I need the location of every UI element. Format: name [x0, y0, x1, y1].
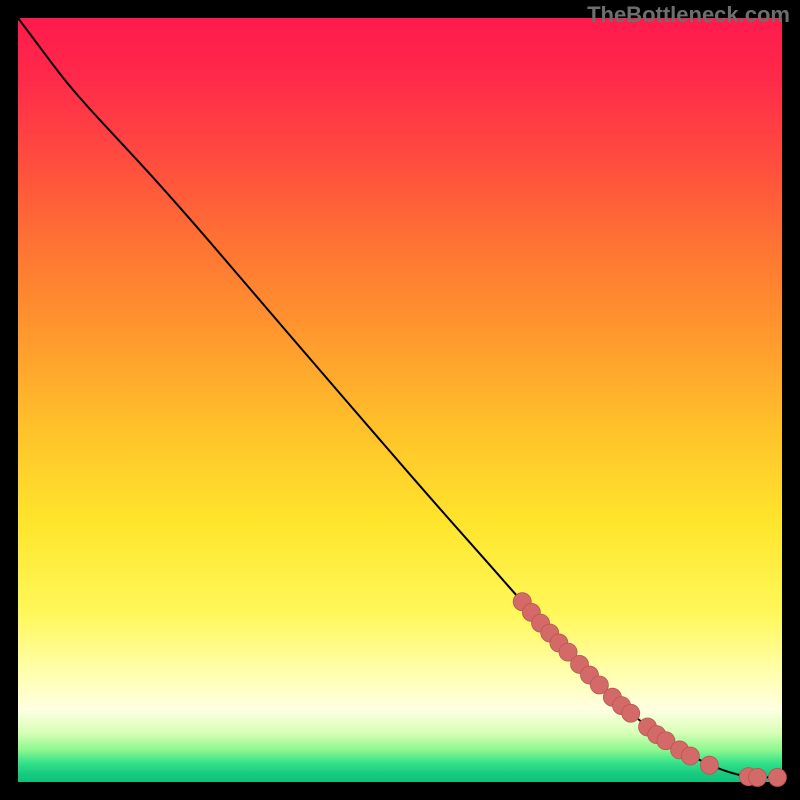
stage: TheBottleneck.com: [0, 0, 800, 800]
chart-svg: TheBottleneck.com: [0, 0, 800, 800]
watermark-text: TheBottleneck.com: [587, 2, 790, 27]
marker-dot: [622, 704, 640, 722]
heatmap-gradient-area: [18, 18, 782, 782]
marker-dot: [681, 747, 699, 765]
marker-dot: [700, 756, 718, 774]
marker-dot: [768, 768, 786, 786]
marker-dot: [749, 768, 767, 786]
